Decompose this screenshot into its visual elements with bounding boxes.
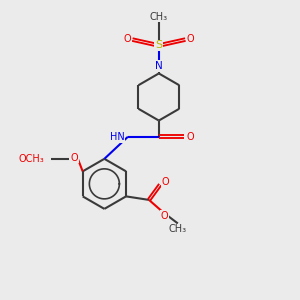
Text: O: O	[123, 34, 131, 44]
Text: O: O	[187, 34, 194, 44]
Text: HN: HN	[110, 132, 124, 142]
Text: O: O	[187, 132, 194, 142]
Text: CH₃: CH₃	[150, 12, 168, 22]
Text: O: O	[162, 177, 169, 187]
Text: O: O	[161, 211, 168, 221]
Text: O: O	[70, 153, 78, 163]
Text: OCH₃: OCH₃	[18, 154, 44, 164]
Text: CH₃: CH₃	[169, 224, 187, 234]
Text: S: S	[155, 40, 162, 50]
Text: N: N	[155, 61, 163, 71]
